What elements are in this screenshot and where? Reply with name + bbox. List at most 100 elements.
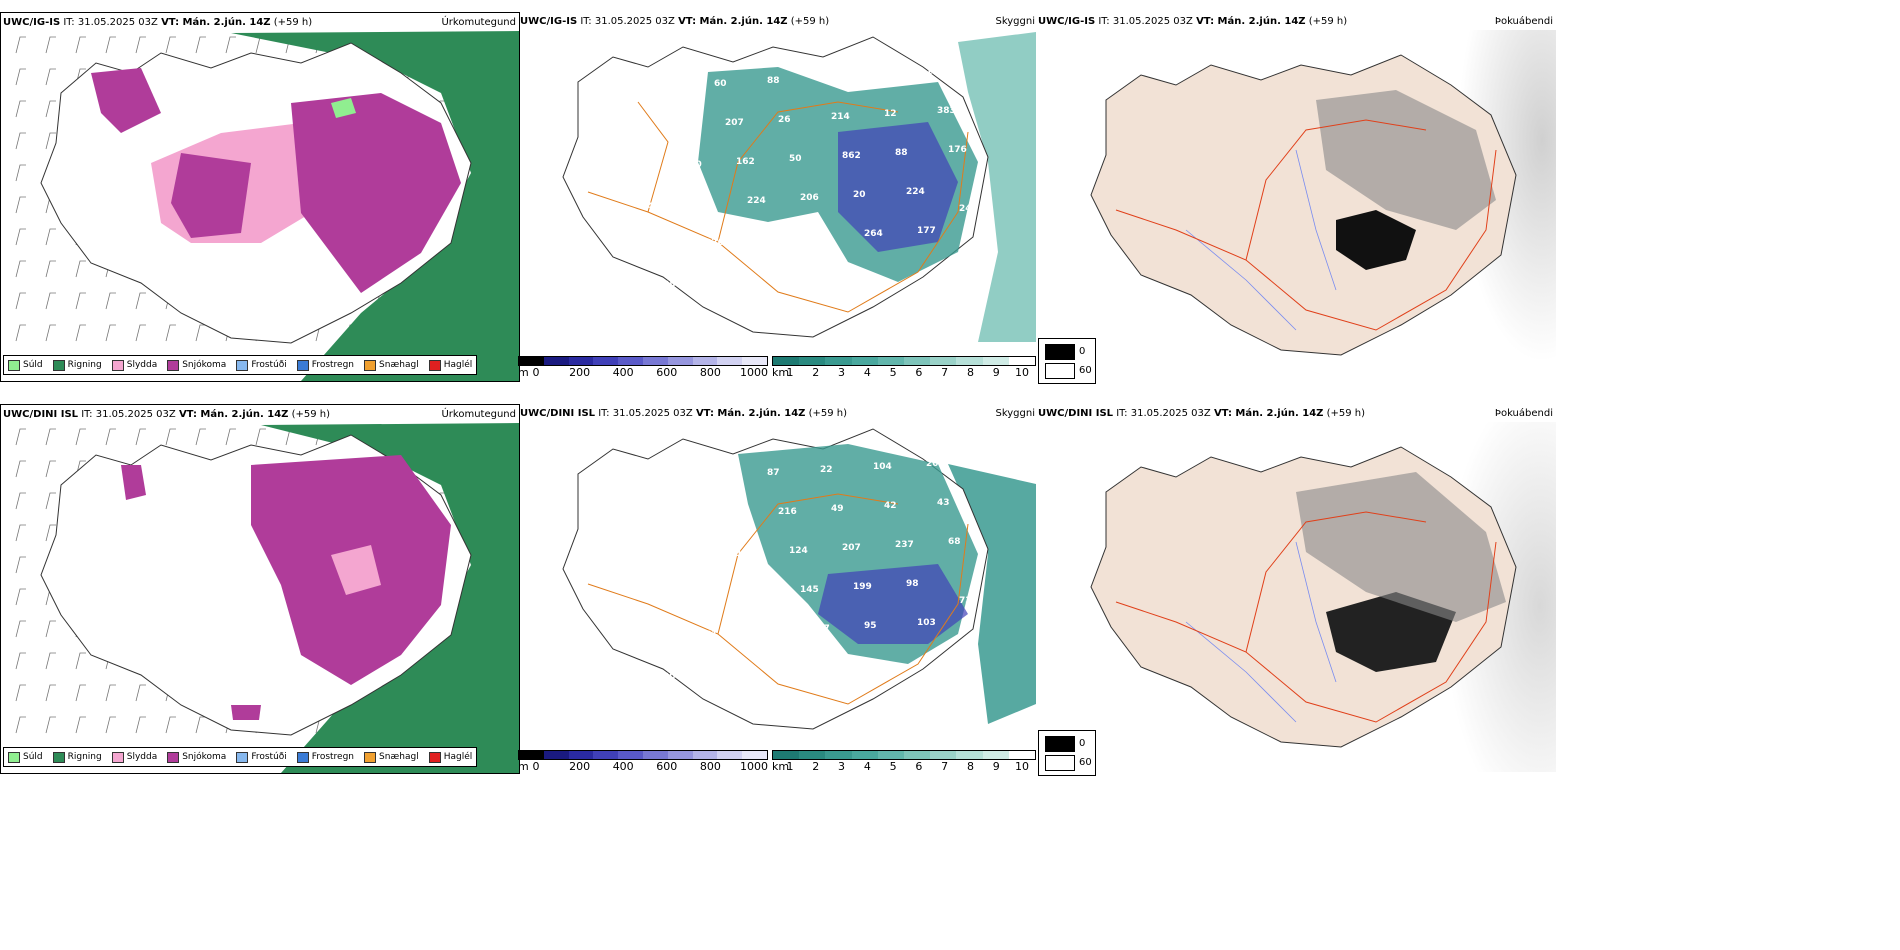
drizzle-patch (331, 98, 356, 118)
colorbar-segment (982, 751, 1009, 759)
panel-title: UWC/DINI ISL IT: 31.05.2025 03Z VT: Mán.… (1038, 408, 1366, 419)
wind-barb (75, 292, 86, 310)
wind-barb (135, 716, 146, 734)
snow-depth-label: 143 (641, 202, 660, 212)
wind-barb (45, 524, 56, 542)
snow-depth-label: 287 (630, 163, 649, 173)
snow-depth-label: 84 (820, 73, 833, 83)
wind-barb (135, 324, 146, 342)
legend-swatch (111, 751, 124, 763)
wind-barb (105, 428, 116, 446)
snow-depth-label: 224 (747, 196, 766, 206)
wind-barb (45, 716, 56, 734)
wind-barb (195, 324, 206, 342)
colorbar-segment (982, 357, 1009, 365)
colorbar-segment (877, 751, 905, 759)
legend-item-snæhagl: Snæhagl (364, 359, 419, 371)
wind-barb (75, 36, 86, 54)
legend-label: Frostregn (311, 360, 355, 370)
legend-swatch (52, 359, 65, 371)
snow-depth-label: 119 (661, 474, 680, 484)
snow-depth-label: 126 (608, 457, 627, 467)
snow-depth-label: 237 (895, 540, 914, 550)
snow-depth-label: 88 (767, 76, 780, 86)
colorbar-tick: 6 (915, 760, 923, 772)
snow-depth-label: 26 (778, 115, 791, 125)
snow-depth-label: 35 (663, 280, 676, 290)
colorbar-tick: 800 (699, 760, 721, 772)
snow-depth-label: 42 (884, 501, 897, 511)
snow-depth-label: 58 (672, 121, 685, 131)
legend-swatch (111, 359, 124, 371)
wind-barb (45, 428, 56, 446)
colorbar-segment (930, 357, 957, 365)
legend-swatch (52, 751, 65, 763)
panel-field-name: Úrkomutegund (441, 409, 516, 420)
fog-panel-top: UWC/IG-IS IT: 31.05.2025 03Z VT: Mán. 2.… (1036, 12, 1556, 380)
wind-barb (45, 260, 56, 278)
colorbar-tick: 400 (612, 366, 634, 379)
snow-depth-label: 162 (736, 157, 755, 167)
panel-title: UWC/DINI ISL IT: 31.05.2025 03Z VT: Mán.… (3, 409, 331, 420)
colorbar-segment (642, 357, 668, 365)
colorbar-segment (543, 751, 569, 759)
snow-depth-label: 226 (705, 238, 724, 248)
colorbar-tick: 1 (786, 760, 794, 772)
sleet-area (331, 545, 381, 595)
snow-depth-label: 20 (663, 672, 676, 682)
wind-barb (45, 68, 56, 86)
legend-item-snæhagl: Snæhagl (364, 751, 419, 763)
snow-depth-label: 207 (725, 118, 744, 128)
colorbar-tick: 5 (889, 760, 897, 772)
wind-barb (45, 620, 56, 638)
snow-area-west (91, 68, 161, 133)
snow-depth-label: 144 (736, 549, 755, 559)
colorbar-segment (773, 357, 800, 365)
snow-depth-label: 197 (926, 67, 945, 77)
colorbar-segment (519, 357, 544, 365)
colorbar-segment (1008, 357, 1036, 365)
rivers (1185, 149, 1337, 331)
wind-barb (45, 36, 56, 54)
legend-label: Slydda (126, 360, 158, 370)
snow-depth-label: 20 (853, 190, 866, 200)
colorbar-tick: 400 (612, 760, 634, 772)
snow-depth-label: 87 (767, 468, 780, 478)
panel-field-name: Þokuábendi (1494, 16, 1553, 27)
colorbar-tick: 5 (889, 366, 897, 379)
wind-barb (15, 260, 26, 278)
colorbar-segment (956, 357, 983, 365)
snow-depth-label: 193 (725, 510, 744, 520)
colorbar-tick: 8 (966, 760, 974, 772)
wind-barb (45, 228, 56, 246)
wind-barb (15, 524, 26, 542)
snow-depth-label: 60 (714, 79, 727, 89)
colorbar-segment (692, 751, 718, 759)
snow-depth-label: 88 (895, 148, 908, 158)
colorbar-segment (773, 751, 800, 759)
colorbar-segment (825, 357, 852, 365)
snow-depth-label: 85 (641, 594, 654, 604)
snow-depth-label: 124 (789, 546, 808, 556)
wind-barb (45, 684, 56, 702)
snow-depth-label: 207 (842, 543, 861, 553)
snow-depth-map: 43 184 60 88 84 20 197 219 58 207 26 214 12 383 287 350… (562, 32, 1036, 342)
colorbar-segment (742, 357, 767, 365)
colorbar-segment (930, 751, 957, 759)
colorbar-tick: 2 (812, 366, 820, 379)
legend-item-haglél: Haglél (428, 751, 472, 763)
wind-barb (15, 132, 26, 150)
snow-depth-label: 73 (959, 596, 972, 606)
wind-barb (15, 556, 26, 574)
colorbar-tick: 8 (966, 366, 974, 379)
colorbar-tick: 1000 (740, 366, 768, 379)
wind-barb (135, 684, 146, 702)
fog-area-dark (1326, 592, 1456, 672)
snow-depth-label: 862 (842, 151, 861, 161)
colorbar-tick: 3 (838, 760, 846, 772)
snow-depth-label: 224 (906, 187, 925, 197)
wind-barb (15, 588, 26, 606)
wind-barb (165, 716, 176, 734)
snow-depth-label: 246 (959, 204, 978, 214)
wind-barb (105, 324, 116, 342)
